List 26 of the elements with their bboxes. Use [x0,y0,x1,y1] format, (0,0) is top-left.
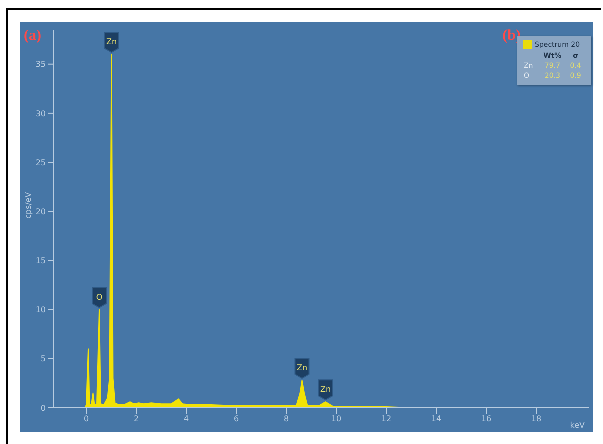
x-tick-label: 16 [481,414,492,424]
x-tick-label: 6 [234,414,240,424]
y-tick-label: 30 [36,109,46,118]
y-tick-label: 10 [36,306,46,315]
annotation: Zn [320,385,332,394]
annotation: Zn [296,364,308,373]
y-tick-label: 5 [40,354,46,364]
x-tick-label: 0 [84,414,90,424]
x-tick-label: 10 [331,414,342,424]
y-tick-label: 35 [36,60,46,70]
y-tick-label: 25 [36,158,46,168]
x-tick-label: 14 [431,414,442,424]
x-tick-label: 18 [531,414,542,424]
y-axis-title: cps/eV [24,192,33,219]
y-tick-label: 20 [36,207,46,216]
x-tick-label: 8 [284,414,290,424]
annotation: (b) [502,28,521,45]
annotation: O [96,292,103,302]
x-tick-label: 12 [381,414,392,424]
text: (a) [24,28,42,45]
y-tick-label: 0 [40,404,46,413]
x-tick-label: 2 [134,414,140,424]
x-axis-title: keV [570,421,586,430]
y-tick-label: 15 [36,256,46,266]
x-tick-label: 4 [184,414,190,424]
annotation: Zn [106,38,118,47]
